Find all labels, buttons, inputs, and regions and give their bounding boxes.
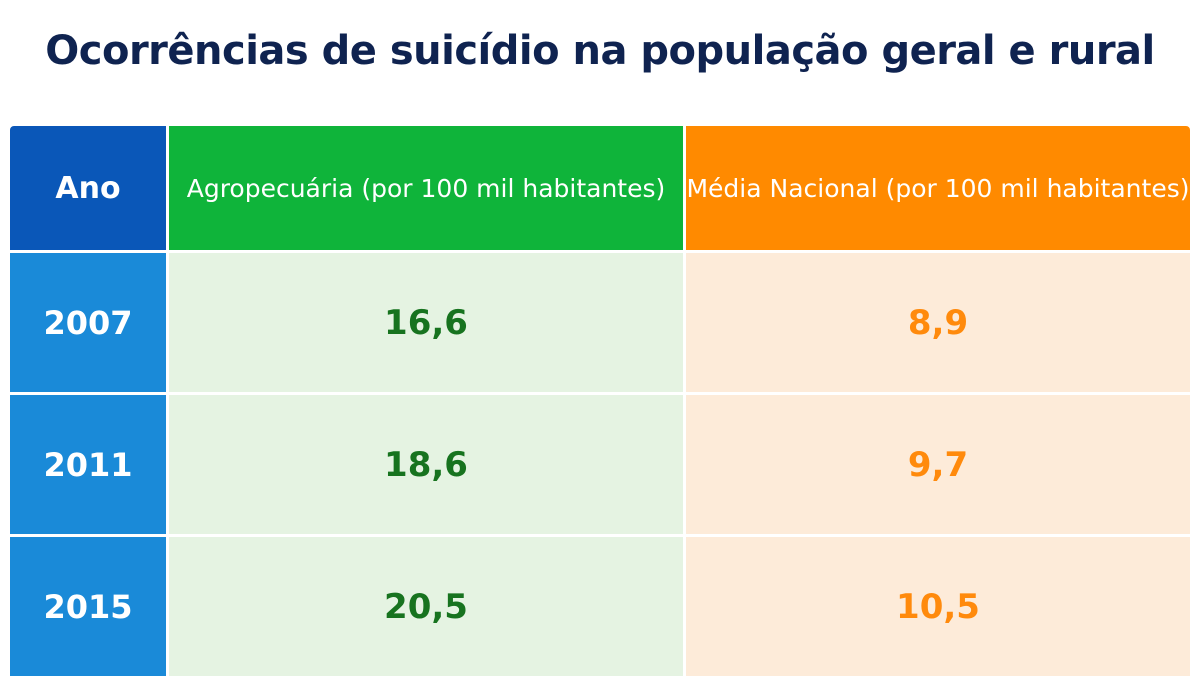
suicide-data-table: Ano Agropecuária (por 100 mil habitantes… <box>10 126 1190 686</box>
row-agro-value: 18,6 <box>169 395 683 534</box>
row-nacional-value: 8,9 <box>686 253 1190 392</box>
row-agro-value: 20,5 <box>169 537 683 676</box>
row-nacional-value: 9,7 <box>686 395 1190 534</box>
column-header-media-nacional: Média Nacional (por 100 mil habitantes) <box>686 126 1190 250</box>
row-year-cell: 2015 <box>10 537 166 676</box>
column-header-year: Ano <box>10 126 166 250</box>
row-nacional-value: 10,5 <box>686 537 1190 676</box>
page-title: Ocorrências de suicídio na população ger… <box>45 28 1155 74</box>
column-header-agropecuaria: Agropecuária (por 100 mil habitantes) <box>169 126 683 250</box>
row-year-cell: 2007 <box>10 253 166 392</box>
row-year-cell: 2011 <box>10 395 166 534</box>
row-agro-value: 16,6 <box>169 253 683 392</box>
